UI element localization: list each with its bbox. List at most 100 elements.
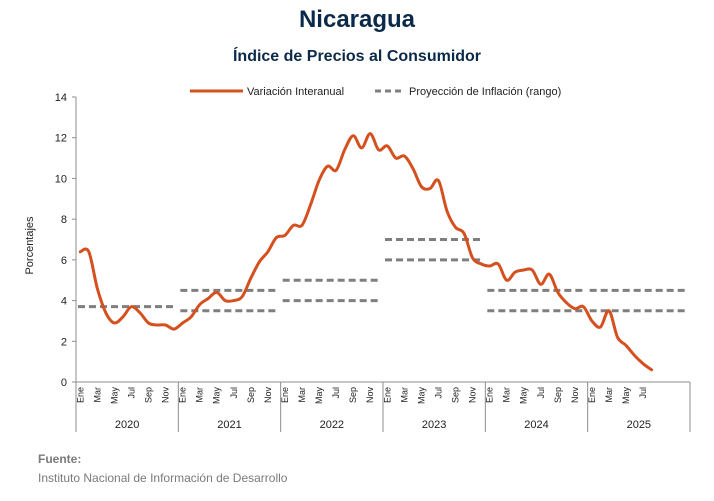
y-tick-label: 10 <box>55 173 67 185</box>
data-point <box>625 344 628 347</box>
year-label: 2025 <box>627 419 651 431</box>
data-point <box>96 287 99 290</box>
data-point <box>352 134 355 137</box>
series-line-variacion-interanual <box>78 132 654 372</box>
y-tick-label: 4 <box>61 296 67 308</box>
x-tick-label: May <box>519 387 529 405</box>
x-tick-label: Sep <box>553 387 563 403</box>
data-point <box>437 179 440 182</box>
data-point <box>369 132 372 135</box>
data-point <box>590 319 593 322</box>
data-point <box>121 315 124 318</box>
x-tick-label: Nov <box>570 387 580 404</box>
data-point <box>266 250 269 253</box>
x-tick-label: May <box>109 387 119 405</box>
data-point <box>181 322 184 325</box>
data-point <box>249 277 252 280</box>
data-point <box>480 262 483 265</box>
data-point <box>514 271 517 274</box>
x-tick-label: May <box>212 387 222 405</box>
data-point <box>599 326 602 329</box>
y-tick-label: 12 <box>55 133 67 145</box>
x-tick-label: Ene <box>280 387 290 403</box>
x-tick-label: Mar <box>502 387 512 403</box>
data-point <box>360 146 363 149</box>
data-point <box>386 144 389 147</box>
data-point <box>531 269 534 272</box>
x-tick-label: Sep <box>348 387 358 403</box>
data-point <box>198 303 201 306</box>
data-point <box>556 291 559 294</box>
data-point <box>411 167 414 170</box>
data-point <box>283 234 286 237</box>
data-point <box>633 354 636 357</box>
x-tick-label: Jul <box>433 387 443 399</box>
y-tick-label: 2 <box>61 336 67 348</box>
data-point <box>582 305 585 308</box>
data-point <box>147 322 150 325</box>
x-tick-label: May <box>416 387 426 405</box>
data-point <box>394 157 397 160</box>
y-tick-label: 14 <box>55 92 67 104</box>
y-tick-label: 8 <box>61 214 67 226</box>
x-tick-label: Jul <box>536 387 546 399</box>
year-label: 2020 <box>115 419 139 431</box>
data-point <box>275 236 278 239</box>
year-label: 2024 <box>524 419 548 431</box>
x-tick-label: Nov <box>161 387 171 404</box>
x-tick-label: Ene <box>75 387 85 403</box>
data-point <box>488 265 491 268</box>
source-heading: Fuente: <box>38 452 82 466</box>
data-point <box>301 224 304 227</box>
year-label: 2021 <box>217 419 241 431</box>
x-tick-label: Nov <box>468 387 478 404</box>
data-point <box>130 305 133 308</box>
data-point <box>573 307 576 310</box>
chart-legend: Variación Interanual Proyección de Infla… <box>190 86 561 98</box>
data-point <box>173 328 176 331</box>
year-label: 2022 <box>320 419 344 431</box>
data-point <box>326 165 329 168</box>
data-point <box>215 291 218 294</box>
x-tick-label: May <box>621 387 631 405</box>
chart-subtitle: Índice de Precios al Consumidor <box>232 48 482 65</box>
data-point <box>565 301 568 304</box>
legend-label-projection: Proyección de Inflación (rango) <box>409 86 561 98</box>
x-tick-label: Mar <box>399 387 409 403</box>
data-point <box>232 299 235 302</box>
data-point <box>454 226 457 229</box>
data-point <box>309 203 312 206</box>
data-point <box>377 148 380 151</box>
data-point <box>463 232 466 235</box>
data-point <box>241 295 244 298</box>
chart-title: Nicaragua <box>298 6 416 33</box>
data-point <box>420 185 423 188</box>
x-tick-label: Sep <box>450 387 460 403</box>
data-point <box>292 224 295 227</box>
data-point <box>548 273 551 276</box>
data-point <box>156 324 159 327</box>
data-point <box>139 311 142 314</box>
data-point <box>343 148 346 151</box>
data-point <box>539 283 542 286</box>
x-tick-label: Ene <box>485 387 495 403</box>
data-point <box>403 155 406 158</box>
data-point <box>497 262 500 265</box>
x-tick-label: Mar <box>195 387 205 403</box>
data-point <box>224 299 227 302</box>
x-tick-label: Ene <box>382 387 392 403</box>
year-label: 2023 <box>422 419 446 431</box>
x-tick-label: Nov <box>263 387 273 404</box>
data-point <box>335 169 338 172</box>
data-point <box>113 322 116 325</box>
x-tick-label: Mar <box>297 387 307 403</box>
x-tick-label: Mar <box>604 387 614 403</box>
x-tick-label: Jul <box>638 387 648 399</box>
legend-label-series: Variación Interanual <box>247 86 344 98</box>
data-point <box>428 187 431 190</box>
x-tick-label: Jul <box>126 387 136 399</box>
data-point <box>87 250 90 253</box>
x-tick-label: Sep <box>246 387 256 403</box>
data-point <box>446 210 449 213</box>
